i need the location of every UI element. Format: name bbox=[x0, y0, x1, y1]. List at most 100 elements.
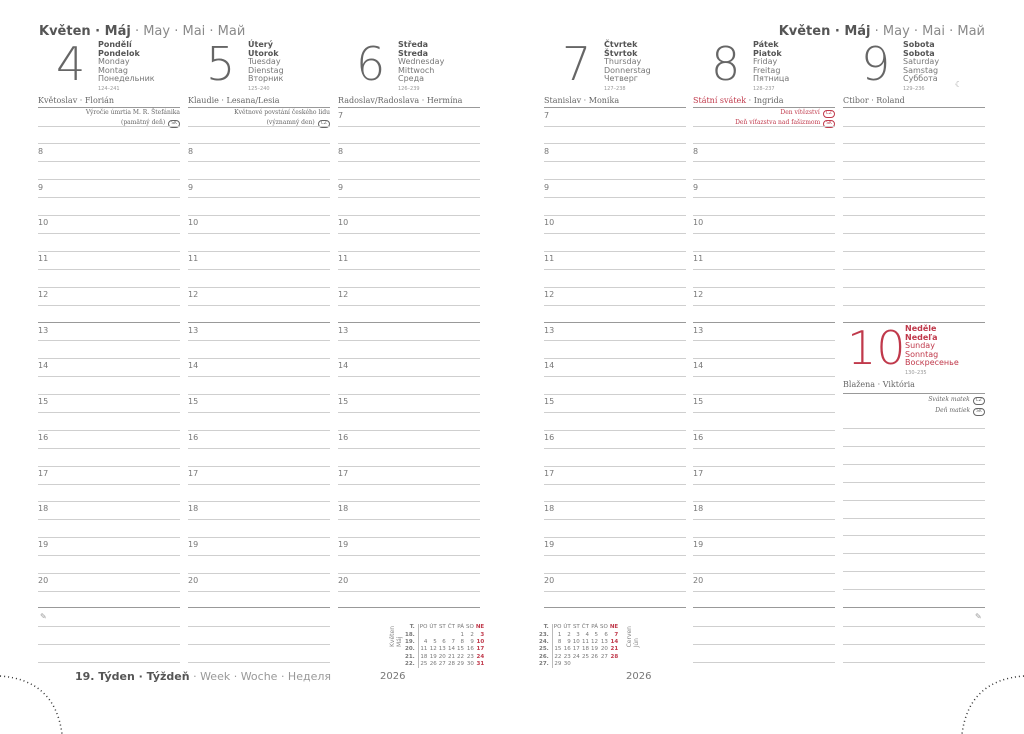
notes-line[interactable] bbox=[38, 626, 180, 627]
writing-line[interactable] bbox=[188, 465, 330, 467]
calendar-day[interactable]: 29 bbox=[457, 661, 464, 668]
writing-line[interactable] bbox=[843, 517, 985, 519]
writing-line[interactable] bbox=[38, 161, 180, 163]
calendar-day[interactable]: 25 bbox=[582, 653, 589, 660]
writing-line[interactable] bbox=[38, 179, 180, 181]
writing-line[interactable] bbox=[338, 590, 480, 592]
calendar-day[interactable] bbox=[572, 661, 581, 668]
writing-line[interactable] bbox=[38, 286, 180, 288]
calendar-day[interactable]: 2 bbox=[470, 631, 474, 638]
writing-line[interactable] bbox=[38, 519, 180, 521]
calendar-day[interactable]: 15 bbox=[554, 646, 562, 653]
writing-line[interactable] bbox=[693, 573, 835, 574]
writing-line[interactable] bbox=[188, 232, 330, 234]
writing-line[interactable] bbox=[188, 358, 330, 360]
writing-line[interactable] bbox=[188, 483, 330, 485]
writing-line[interactable] bbox=[843, 268, 985, 270]
calendar-day[interactable]: 13 bbox=[438, 646, 446, 653]
writing-line[interactable] bbox=[188, 394, 330, 395]
writing-line[interactable] bbox=[188, 411, 330, 413]
calendar-day[interactable]: 4 bbox=[585, 631, 590, 638]
writing-line[interactable] bbox=[693, 304, 835, 306]
calendar-day[interactable]: 24 bbox=[572, 653, 580, 660]
calendar-day[interactable]: 12 bbox=[591, 638, 598, 645]
notes-line[interactable] bbox=[843, 644, 985, 645]
writing-line[interactable] bbox=[338, 340, 480, 342]
calendar-day[interactable]: 26 bbox=[429, 661, 437, 668]
writing-line[interactable] bbox=[38, 411, 180, 413]
calendar-day[interactable]: 28 bbox=[610, 653, 619, 660]
writing-line[interactable] bbox=[338, 268, 480, 270]
writing-line[interactable] bbox=[188, 555, 330, 557]
writing-line[interactable] bbox=[693, 537, 835, 539]
writing-line[interactable] bbox=[544, 537, 686, 539]
calendar-day[interactable]: 17 bbox=[476, 646, 485, 653]
calendar-day[interactable]: 6 bbox=[604, 631, 608, 638]
writing-line[interactable] bbox=[544, 465, 686, 467]
calendar-day[interactable]: 29 bbox=[554, 661, 562, 668]
writing-line[interactable] bbox=[338, 286, 480, 288]
notes-line[interactable] bbox=[188, 662, 330, 663]
writing-line[interactable] bbox=[338, 394, 480, 395]
writing-line[interactable] bbox=[693, 250, 835, 252]
calendar-day[interactable]: 18 bbox=[420, 653, 428, 660]
writing-line[interactable] bbox=[544, 161, 686, 163]
writing-line[interactable] bbox=[843, 481, 985, 483]
writing-line[interactable] bbox=[38, 483, 180, 485]
calendar-day[interactable]: 7 bbox=[614, 631, 619, 638]
calendar-day[interactable]: 21 bbox=[448, 653, 455, 660]
calendar-day[interactable]: 30 bbox=[563, 661, 571, 668]
writing-line[interactable] bbox=[544, 555, 686, 557]
writing-line[interactable] bbox=[338, 179, 480, 181]
calendar-day[interactable]: 4 bbox=[423, 638, 428, 645]
calendar-day[interactable]: 11 bbox=[582, 638, 589, 645]
writing-line[interactable] bbox=[338, 411, 480, 413]
calendar-day[interactable]: 11 bbox=[420, 646, 428, 653]
calendar-day[interactable]: 15 bbox=[457, 646, 464, 653]
writing-line[interactable] bbox=[38, 447, 180, 449]
calendar-day[interactable]: 7 bbox=[451, 638, 456, 645]
calendar-day[interactable]: 28 bbox=[448, 661, 455, 668]
writing-line[interactable] bbox=[188, 250, 330, 252]
writing-line[interactable] bbox=[188, 268, 330, 270]
writing-line[interactable] bbox=[338, 215, 480, 216]
writing-line[interactable] bbox=[38, 304, 180, 306]
writing-line[interactable] bbox=[188, 340, 330, 342]
calendar-day[interactable] bbox=[438, 631, 447, 638]
writing-line[interactable] bbox=[38, 143, 180, 145]
writing-line[interactable] bbox=[843, 535, 985, 537]
writing-line[interactable] bbox=[693, 358, 835, 360]
writing-line[interactable] bbox=[843, 428, 985, 429]
writing-line[interactable] bbox=[338, 519, 480, 521]
writing-line[interactable] bbox=[693, 161, 835, 163]
notes-line[interactable] bbox=[693, 644, 835, 645]
calendar-day[interactable]: 27 bbox=[600, 653, 608, 660]
writing-line[interactable] bbox=[544, 411, 686, 413]
calendar-day[interactable]: 19 bbox=[429, 653, 437, 660]
writing-line[interactable] bbox=[693, 411, 835, 413]
writing-line[interactable] bbox=[693, 197, 835, 199]
calendar-day[interactable]: 14 bbox=[610, 638, 619, 645]
writing-line[interactable] bbox=[693, 465, 835, 467]
writing-line[interactable] bbox=[843, 304, 985, 306]
calendar-day[interactable]: 2 bbox=[567, 631, 571, 638]
writing-line[interactable] bbox=[338, 483, 480, 485]
writing-line[interactable] bbox=[338, 573, 480, 574]
writing-line[interactable] bbox=[38, 376, 180, 378]
notes-line[interactable] bbox=[38, 662, 180, 663]
writing-line[interactable] bbox=[188, 161, 330, 163]
writing-line[interactable] bbox=[38, 465, 180, 467]
calendar-day[interactable]: 21 bbox=[610, 646, 619, 653]
calendar-day[interactable]: 9 bbox=[567, 638, 571, 645]
calendar-day[interactable]: 26 bbox=[591, 653, 598, 660]
calendar-day[interactable]: 5 bbox=[433, 638, 437, 645]
calendar-day[interactable]: 3 bbox=[576, 631, 580, 638]
calendar-day[interactable]: 16 bbox=[563, 646, 571, 653]
notes-line[interactable] bbox=[188, 626, 330, 627]
writing-line[interactable] bbox=[843, 463, 985, 465]
writing-line[interactable] bbox=[693, 555, 835, 557]
writing-line[interactable] bbox=[693, 447, 835, 449]
writing-line[interactable] bbox=[693, 376, 835, 378]
calendar-day[interactable]: 3 bbox=[480, 631, 485, 638]
writing-line[interactable] bbox=[843, 553, 985, 555]
